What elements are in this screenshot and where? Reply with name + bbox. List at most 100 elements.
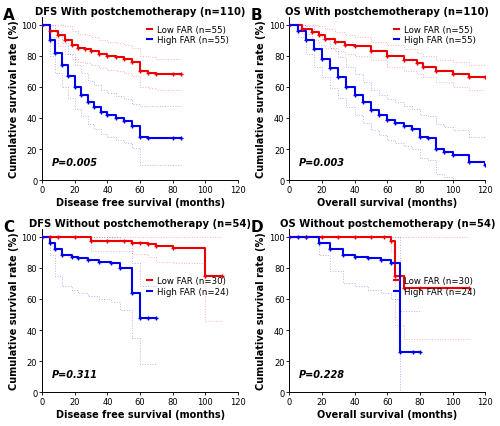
High FAR (n=55) xyxy=(319,57,325,62)
High FAR (n=55) xyxy=(352,93,358,98)
High FAR (n=24) xyxy=(294,234,300,239)
High FAR (n=55) xyxy=(294,29,300,34)
Low FAR (n=30) xyxy=(120,239,126,244)
Text: P=0.311: P=0.311 xyxy=(52,369,98,380)
High FAR (n=24) xyxy=(417,349,423,354)
Text: D: D xyxy=(250,219,263,234)
High FAR (n=24) xyxy=(96,259,102,265)
High FAR (n=55) xyxy=(368,108,374,113)
Low FAR (n=55) xyxy=(368,49,374,55)
Y-axis label: Cumulative survival rate (%): Cumulative survival rate (%) xyxy=(9,232,19,390)
High FAR (n=55) xyxy=(120,119,126,124)
Low FAR (n=30) xyxy=(72,234,78,239)
Low FAR (n=55) xyxy=(56,34,62,39)
Low FAR (n=55) xyxy=(286,23,292,28)
High FAR (n=24) xyxy=(145,315,151,320)
Low FAR (n=55) xyxy=(82,48,87,53)
High FAR (n=24) xyxy=(52,247,58,252)
Low FAR (n=55) xyxy=(322,37,328,42)
Title: OS Without postchemotherapy (n=54): OS Without postchemotherapy (n=54) xyxy=(280,219,495,228)
Low FAR (n=55) xyxy=(48,29,54,34)
Line: Low FAR (n=55): Low FAR (n=55) xyxy=(42,26,181,75)
Low FAR (n=30) xyxy=(286,234,292,239)
High FAR (n=55) xyxy=(72,85,78,90)
Low FAR (n=55) xyxy=(137,69,143,75)
Line: High FAR (n=24): High FAR (n=24) xyxy=(290,237,420,352)
Line: High FAR (n=24): High FAR (n=24) xyxy=(42,237,156,318)
High FAR (n=24) xyxy=(340,253,346,258)
High FAR (n=55) xyxy=(400,124,406,129)
High FAR (n=55) xyxy=(286,23,292,28)
Low FAR (n=30) xyxy=(48,234,54,239)
Low FAR (n=55) xyxy=(342,43,348,48)
Low FAR (n=55) xyxy=(482,76,488,81)
Text: P=0.005: P=0.005 xyxy=(52,158,98,168)
Text: C: C xyxy=(3,219,14,234)
Low FAR (n=30) xyxy=(388,239,394,244)
Low FAR (n=55) xyxy=(352,45,358,50)
High FAR (n=24) xyxy=(410,349,416,354)
Low FAR (n=55) xyxy=(96,52,102,58)
Low FAR (n=30) xyxy=(137,241,143,246)
High FAR (n=55) xyxy=(409,127,415,132)
High FAR (n=55) xyxy=(104,113,110,118)
High FAR (n=24) xyxy=(327,247,333,252)
High FAR (n=55) xyxy=(59,63,65,69)
Y-axis label: Cumulative survival rate (%): Cumulative survival rate (%) xyxy=(9,20,19,178)
Line: Low FAR (n=30): Low FAR (n=30) xyxy=(42,237,222,276)
Low FAR (n=55) xyxy=(68,43,74,48)
High FAR (n=55) xyxy=(78,93,84,98)
Low FAR (n=55) xyxy=(75,46,81,51)
X-axis label: Disease free survival (months): Disease free survival (months) xyxy=(56,198,224,207)
Low FAR (n=30) xyxy=(104,239,110,244)
Low FAR (n=30) xyxy=(88,239,94,244)
Low FAR (n=30) xyxy=(302,234,308,239)
Low FAR (n=30) xyxy=(381,234,387,239)
Low FAR (n=55) xyxy=(316,34,322,39)
Low FAR (n=30) xyxy=(56,234,62,239)
Line: Low FAR (n=55): Low FAR (n=55) xyxy=(290,26,485,78)
High FAR (n=55) xyxy=(129,124,135,129)
Low FAR (n=30) xyxy=(336,234,342,239)
Low FAR (n=55) xyxy=(400,59,406,64)
High FAR (n=24) xyxy=(129,291,135,296)
Low FAR (n=30) xyxy=(39,234,45,239)
High FAR (n=24) xyxy=(108,261,114,266)
Text: A: A xyxy=(3,8,15,23)
High FAR (n=24) xyxy=(388,261,394,266)
High FAR (n=24) xyxy=(118,265,124,271)
High FAR (n=55) xyxy=(417,135,423,140)
Line: Low FAR (n=30): Low FAR (n=30) xyxy=(290,237,469,288)
High FAR (n=55) xyxy=(344,85,349,90)
High FAR (n=55) xyxy=(48,38,54,43)
Text: P=0.003: P=0.003 xyxy=(299,158,345,168)
High FAR (n=24) xyxy=(316,241,322,246)
Low FAR (n=30) xyxy=(170,245,175,250)
High FAR (n=24) xyxy=(352,255,358,260)
Legend: Low FAR (n=55), High FAR (n=55): Low FAR (n=55), High FAR (n=55) xyxy=(390,25,477,46)
High FAR (n=24) xyxy=(85,258,91,263)
X-axis label: Overall survival (months): Overall survival (months) xyxy=(317,198,458,207)
Low FAR (n=55) xyxy=(433,69,439,75)
High FAR (n=55) xyxy=(39,23,45,28)
Low FAR (n=30) xyxy=(154,244,160,249)
High FAR (n=55) xyxy=(98,110,104,115)
High FAR (n=24) xyxy=(154,315,160,320)
Low FAR (n=30) xyxy=(368,234,374,239)
High FAR (n=55) xyxy=(442,150,448,155)
High FAR (n=55) xyxy=(92,105,98,110)
Low FAR (n=55) xyxy=(154,73,160,78)
Y-axis label: Cumulative survival rate (%): Cumulative survival rate (%) xyxy=(256,232,266,390)
Y-axis label: Cumulative survival rate (%): Cumulative survival rate (%) xyxy=(256,20,266,178)
Low FAR (n=55) xyxy=(300,28,306,33)
Low FAR (n=30) xyxy=(319,234,325,239)
Low FAR (n=30) xyxy=(202,273,208,279)
High FAR (n=55) xyxy=(450,153,456,158)
Low FAR (n=55) xyxy=(170,73,175,78)
High FAR (n=55) xyxy=(392,121,398,126)
High FAR (n=55) xyxy=(327,66,333,72)
Low FAR (n=55) xyxy=(414,62,420,67)
Low FAR (n=30) xyxy=(400,286,406,291)
High FAR (n=55) xyxy=(384,118,390,123)
High FAR (n=24) xyxy=(364,256,370,262)
